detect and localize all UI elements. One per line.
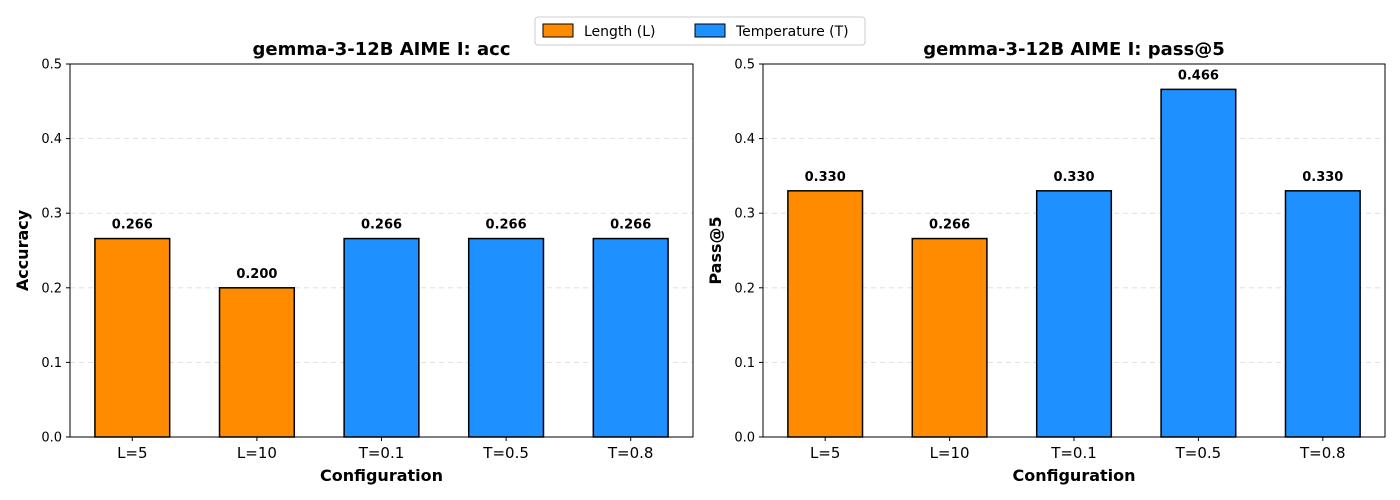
bar-T=0.8	[592, 237, 669, 438]
plot-frame	[69, 63, 694, 438]
bar-value-label: 0.466	[1178, 68, 1219, 83]
bar-value-label: 0.266	[610, 218, 651, 233]
bar-value-label: 0.200	[236, 267, 277, 282]
bar-value-label: 0.266	[112, 218, 153, 233]
x-tick-label: L=5	[810, 444, 840, 462]
bar-value-label: 0.266	[486, 218, 527, 233]
legend-swatch	[694, 23, 726, 38]
legend-label: Temperature (T)	[735, 24, 849, 40]
bar-T=0.5	[1160, 88, 1237, 438]
x-axis-title: Configuration	[1012, 466, 1135, 485]
bar-value-label: 0.330	[1053, 170, 1094, 185]
x-axis-title: Configuration	[320, 466, 443, 485]
x-tick-label: L=10	[237, 444, 277, 462]
y-tick-label: 0.2	[41, 281, 62, 296]
legend-label: Length (L)	[584, 24, 655, 40]
y-tick-label: 0.0	[734, 431, 755, 446]
x-tick-label: T=0.1	[358, 444, 405, 462]
y-tick-label: 0.4	[734, 132, 755, 147]
bar-value-label: 0.266	[929, 218, 970, 233]
y-tick-label: 0.1	[734, 356, 755, 371]
bar-L=10	[218, 287, 296, 438]
chart-title: gemma-3-12B AIME I: acc	[252, 39, 510, 60]
x-tick-label: T=0.8	[1299, 444, 1346, 462]
y-tick-label: 0.1	[41, 356, 62, 371]
y-tick-label: 0.3	[734, 207, 755, 222]
y-tick-label: 0.5	[734, 58, 755, 73]
x-tick-label: T=0.8	[607, 444, 654, 462]
x-tick-label: T=0.1	[1050, 444, 1097, 462]
bar-value-label: 0.266	[361, 218, 402, 233]
y-tick-label: 0.4	[41, 132, 62, 147]
x-tick-label: T=0.5	[1175, 444, 1222, 462]
x-tick-label: T=0.5	[482, 444, 529, 462]
legend-swatch	[542, 23, 574, 38]
bar-value-label: 0.330	[805, 170, 846, 185]
bar-T=0.8	[1284, 190, 1361, 438]
y-tick-label: 0.2	[734, 281, 755, 296]
bar-L=5	[787, 190, 864, 438]
bar-T=0.1	[1035, 190, 1113, 438]
bar-L=5	[94, 237, 171, 438]
y-tick-label: 0.0	[41, 431, 62, 446]
y-axis-title: Pass@5	[706, 216, 725, 284]
y-tick-label: 0.5	[41, 58, 62, 73]
plot-frame	[762, 63, 1386, 438]
x-tick-label: L=5	[117, 444, 147, 462]
bar-L=10	[911, 237, 988, 438]
y-axis-title: Accuracy	[13, 209, 32, 291]
bar-T=0.5	[467, 237, 545, 438]
bar-T=0.1	[343, 237, 420, 438]
bar-value-label: 0.330	[1302, 170, 1343, 185]
x-tick-label: L=10	[930, 444, 970, 462]
chart-title: gemma-3-12B AIME I: pass@5	[923, 39, 1225, 60]
y-tick-label: 0.3	[41, 207, 62, 222]
